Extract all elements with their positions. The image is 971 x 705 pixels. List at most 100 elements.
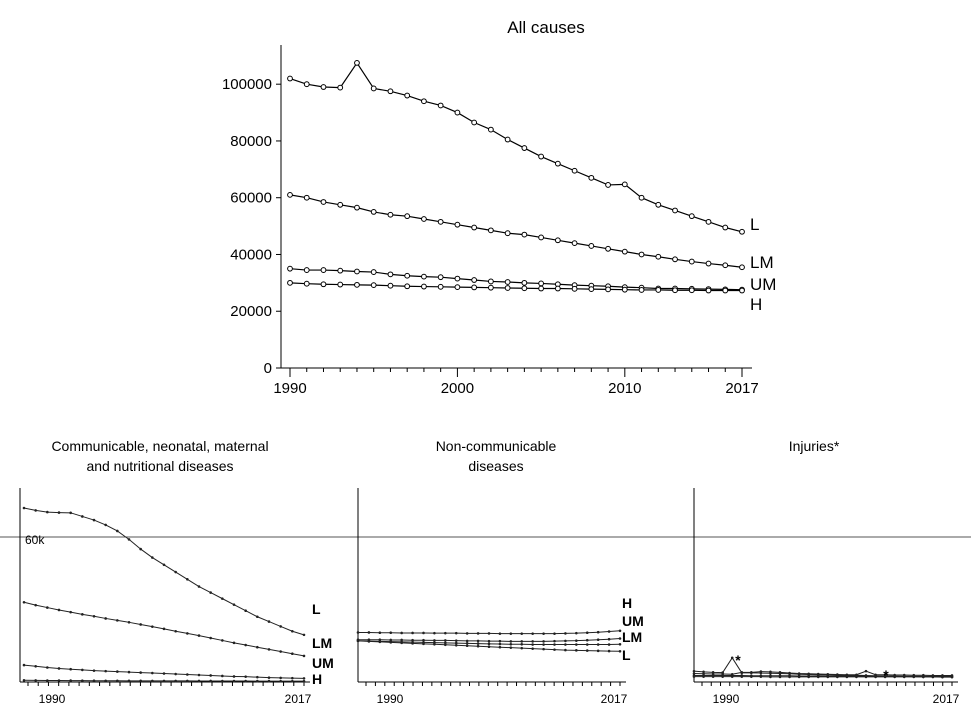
panel-data-point (116, 679, 119, 683)
data-point (437, 102, 444, 109)
panel-data-point (411, 642, 414, 645)
y-tick-label: 60000 (230, 190, 272, 207)
panel-data-point (197, 634, 201, 637)
data-point (404, 213, 411, 220)
data-point (705, 218, 712, 225)
data-point (621, 286, 628, 293)
data-point (320, 84, 327, 90)
panel-data-point (542, 632, 545, 635)
series-label-um: UM (750, 275, 776, 294)
panel-data-point (509, 646, 513, 649)
panel-series-line-l (23, 507, 305, 636)
panel-data-point (912, 675, 916, 679)
data-point (571, 240, 578, 247)
panel-data-point (244, 609, 247, 613)
panel-series-label-h: H (622, 595, 632, 611)
panel-series-line-lm (693, 670, 952, 676)
panel-data-point (454, 641, 458, 645)
data-point (303, 194, 310, 201)
data-point (421, 283, 427, 290)
data-point (487, 126, 494, 133)
panel-data-point (730, 656, 734, 660)
panel-data-point (618, 650, 622, 653)
panel-data-point (174, 672, 177, 676)
panel-data-point (931, 675, 935, 679)
panel-data-point (22, 506, 26, 510)
panel-data-point (740, 671, 744, 674)
data-point (538, 285, 545, 292)
panel-data-point (816, 675, 820, 679)
x-tick-label: 2000 (441, 380, 474, 397)
panel-data-point (575, 649, 578, 652)
panel-data-point (232, 641, 236, 645)
panel-data-point (302, 677, 306, 680)
y-tick-label: 40000 (230, 246, 272, 263)
panel-data-point (267, 679, 271, 683)
panel-data-point (553, 639, 556, 643)
panel-data-point (22, 663, 26, 667)
panel-data-point (92, 679, 96, 682)
panel-data-point (564, 643, 567, 646)
panel-data-point (356, 639, 360, 643)
data-point (688, 287, 695, 294)
panel-data-point (302, 633, 306, 637)
panel-data-point (256, 645, 259, 649)
panel-data-point (607, 637, 611, 641)
data-point (471, 119, 478, 126)
panel-data-point (465, 632, 469, 635)
panel-data-point (692, 672, 696, 675)
data-point (554, 160, 561, 167)
data-point (303, 267, 310, 273)
panel-data-point (444, 639, 447, 642)
data-point (487, 284, 494, 291)
panel-data-point (34, 603, 37, 607)
data-point (354, 268, 360, 275)
panel-data-point (256, 675, 259, 679)
panel-data-point (291, 679, 294, 683)
data-point (504, 136, 511, 143)
y-tick-label: 80000 (230, 133, 272, 150)
data-point (370, 85, 377, 92)
data-point (538, 153, 545, 160)
panel-data-point (34, 679, 37, 682)
panel-data-point (244, 675, 247, 678)
panel-x-tick-label: 1990 (713, 692, 740, 705)
panel-data-point (256, 679, 259, 683)
panel-data-point (81, 679, 84, 682)
panel-data-point (520, 643, 524, 646)
data-point (688, 258, 695, 265)
data-point (605, 286, 611, 293)
panel-title-line: Injuries* (789, 438, 840, 454)
panel-data-point (531, 632, 534, 635)
panel-data-point (902, 675, 906, 679)
panel-series-label-um: UM (622, 613, 644, 629)
data-point (404, 283, 411, 290)
panel-data-point (607, 643, 611, 646)
data-point (287, 279, 293, 286)
panel-data-point (476, 632, 480, 635)
panel-data-point (531, 640, 534, 643)
panel-data-point (174, 570, 177, 574)
panel-data-point (778, 671, 782, 674)
data-point (638, 194, 645, 201)
data-point (370, 209, 377, 215)
panel-data-point (186, 577, 189, 581)
data-point (303, 280, 310, 287)
data-point (521, 279, 528, 286)
panel-data-point (221, 679, 224, 683)
panel-data-point (465, 642, 469, 645)
series-line-um (289, 268, 743, 291)
x-tick-label: 1990 (273, 380, 306, 397)
panel-x-tick-label: 1990 (377, 692, 404, 705)
panel-data-point (127, 670, 131, 674)
panel-data-point (232, 675, 236, 678)
panel-data-point (585, 631, 589, 634)
panel-data-point (750, 675, 753, 678)
panel-data-point (127, 679, 131, 683)
panel-data-point (367, 640, 371, 643)
data-point (538, 280, 545, 287)
panel-data-point (498, 642, 502, 646)
panel-data-point (127, 621, 131, 624)
x-tick-label: 2017 (725, 380, 758, 397)
panel-data-point (509, 632, 513, 635)
